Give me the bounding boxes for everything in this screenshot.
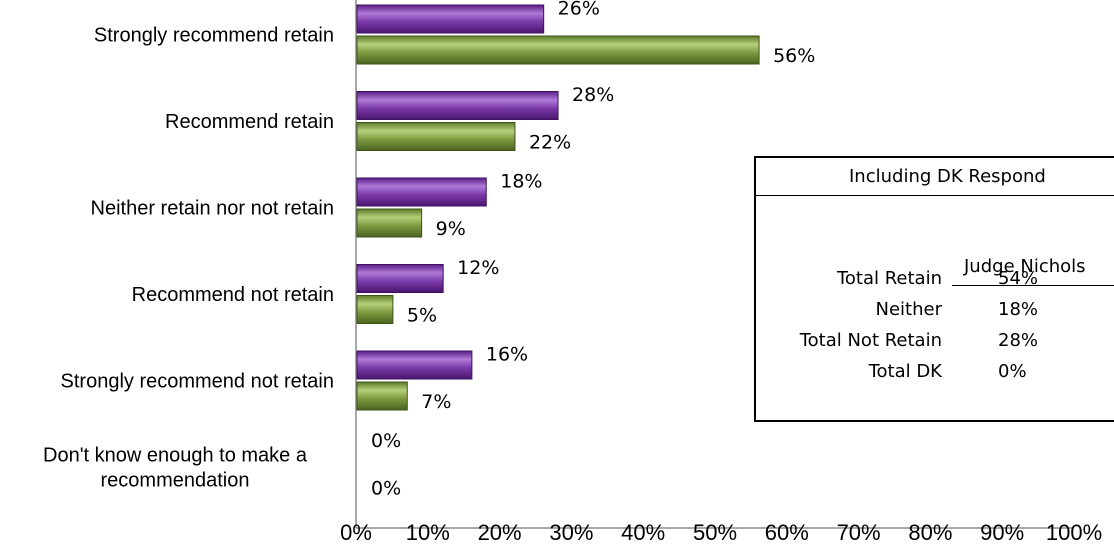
summary-row-total-not-retain: Total Not Retain 28%: [756, 330, 1114, 358]
summary-row-value: 0%: [998, 361, 1027, 382]
summary-row-label: Total DK: [868, 361, 942, 382]
x-tick-label: 80%: [908, 520, 952, 544]
summary-column-rule: [952, 285, 1114, 286]
x-tick-label: 0%: [340, 520, 372, 544]
category-label: Strongly recommend not retain: [61, 371, 334, 393]
bar: [356, 122, 516, 151]
x-tick-label: 100%: [1046, 520, 1102, 544]
data-label: 56%: [773, 45, 815, 67]
bar: [356, 295, 394, 324]
data-label: 22%: [529, 132, 571, 154]
summary-row-label: Total Retain: [836, 268, 942, 289]
summary-column-header: Judge Nichols: [964, 256, 1086, 277]
summary-table-title: Including DK Respond: [756, 158, 1114, 196]
summary-row-value: 54%: [998, 268, 1039, 289]
bar: [356, 35, 760, 65]
category-label: Don't know enough to make a: [43, 445, 308, 467]
x-tick-label: 20%: [478, 520, 522, 544]
data-label: 9%: [436, 218, 466, 240]
x-tick-label: 10%: [406, 520, 450, 544]
summary-table: Including DK Respond Judge Nichols Total…: [754, 156, 1114, 422]
bar: [356, 4, 545, 34]
summary-row-label: Total Not Retain: [799, 330, 942, 351]
summary-row-total-dk: Total DK 0%: [756, 361, 1114, 389]
data-label: 28%: [572, 84, 614, 106]
summary-row-value: 18%: [998, 299, 1039, 320]
data-label: 5%: [407, 305, 437, 327]
summary-row-label: Neither: [875, 299, 942, 320]
summary-row-total-retain: Total Retain 54%: [756, 268, 1114, 296]
x-tick-label: 30%: [549, 520, 593, 544]
bar: [356, 91, 559, 120]
category-label: Strongly recommend retain: [94, 25, 334, 47]
bar: [356, 381, 408, 411]
data-label: 0%: [371, 430, 401, 452]
category-label: recommendation: [101, 470, 250, 492]
bar: [356, 208, 423, 238]
data-label: 7%: [421, 391, 451, 413]
x-tick-label: 70%: [837, 520, 881, 544]
category-label: Recommend retain: [165, 111, 334, 133]
summary-row-value: 28%: [998, 330, 1039, 351]
x-tick-label: 60%: [765, 520, 809, 544]
x-tick-label: 40%: [621, 520, 665, 544]
data-label: 26%: [558, 0, 600, 20]
summary-row-neither: Neither 18%: [756, 299, 1114, 327]
bar: [356, 350, 473, 380]
x-tick-label: 50%: [693, 520, 737, 544]
x-tick-label: 90%: [980, 520, 1024, 544]
bar: [356, 177, 487, 207]
data-label: 12%: [457, 257, 499, 279]
data-label: 0%: [371, 478, 401, 500]
category-label: Neither retain nor not retain: [91, 198, 334, 220]
category-label: Recommend not retain: [132, 284, 334, 306]
bar: [356, 264, 444, 293]
data-label: 18%: [500, 171, 542, 193]
data-label: 16%: [486, 344, 528, 366]
